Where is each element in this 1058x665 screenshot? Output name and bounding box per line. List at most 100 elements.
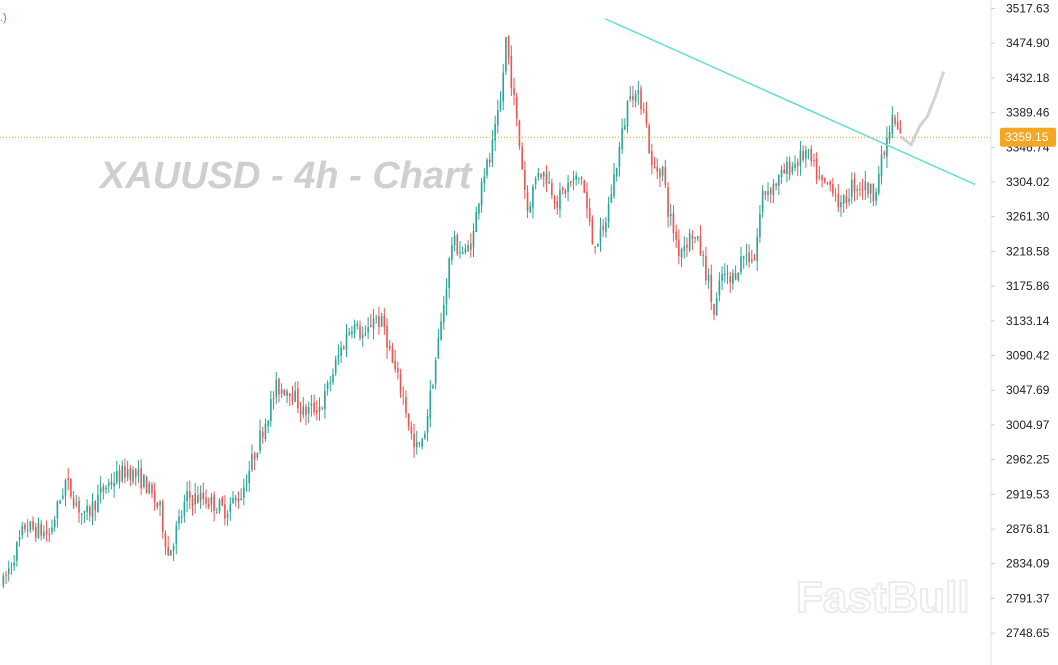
candle-up <box>13 562 15 566</box>
candle-up <box>415 441 418 448</box>
candle-up <box>172 545 175 551</box>
candle-down <box>656 167 659 172</box>
candle-down <box>829 181 831 185</box>
candle-up <box>669 214 672 217</box>
price-axis-label: 2791.37 <box>1006 591 1050 605</box>
candle-up <box>240 498 242 501</box>
candle-up <box>194 493 197 505</box>
candle-down <box>580 177 583 180</box>
candle-up <box>375 317 378 319</box>
candle-up <box>143 474 145 488</box>
candle-up <box>613 174 615 197</box>
candle-up <box>280 389 283 394</box>
candle-up <box>434 360 437 384</box>
candle-down <box>686 245 688 248</box>
candle-down <box>386 326 388 348</box>
candle-down <box>378 316 380 327</box>
candle-up <box>10 566 13 568</box>
candle-down <box>89 506 91 516</box>
chart-watermark: XAUUSD - 4h - Chart <box>98 155 473 197</box>
candle-down <box>883 152 886 155</box>
candle-down <box>710 274 713 302</box>
candle-up <box>761 190 764 212</box>
candle-up <box>226 514 229 518</box>
candle-down <box>78 500 80 513</box>
candle-down <box>586 191 588 209</box>
candle-down <box>145 476 148 494</box>
candle-up <box>721 273 723 281</box>
candle-down <box>810 148 813 162</box>
candle-down <box>24 524 26 530</box>
candle-up <box>886 137 888 157</box>
candle-up <box>683 246 686 251</box>
candle-up <box>615 168 618 177</box>
candle-up <box>461 252 464 255</box>
candle-down <box>205 497 207 504</box>
candle-down <box>672 212 675 233</box>
candle-up <box>548 181 550 184</box>
candle-down <box>583 180 586 193</box>
candle-up <box>629 96 632 100</box>
candle-up <box>453 235 456 246</box>
candle-up <box>21 526 24 536</box>
candle-down <box>796 161 799 167</box>
candle-up <box>437 337 440 359</box>
candle-up <box>607 203 610 223</box>
candle-down <box>664 167 667 185</box>
candle-up <box>116 471 118 483</box>
candle-up <box>175 525 178 545</box>
candle-up <box>718 280 721 296</box>
candle-down <box>313 402 315 412</box>
candle-down <box>553 196 556 204</box>
candle-down <box>456 235 459 255</box>
candle-up <box>805 150 807 159</box>
candle-down <box>72 498 75 507</box>
candle-down <box>540 173 542 178</box>
candle-up <box>723 274 726 276</box>
candle-up <box>567 182 569 192</box>
candle-down <box>48 533 51 535</box>
candle-down <box>299 410 302 414</box>
candle-down <box>526 191 529 211</box>
candle-up <box>345 333 348 350</box>
candle-up <box>334 359 337 374</box>
candle-up <box>688 233 691 251</box>
current-price-tag: 3359.15 <box>1000 127 1056 147</box>
candle-up <box>702 255 704 257</box>
candle-down <box>488 159 491 163</box>
candle-down <box>515 97 518 119</box>
trendline[interactable] <box>604 18 976 186</box>
candle-up <box>380 316 383 327</box>
candle-down <box>899 128 902 134</box>
price-axis-label: 2748.65 <box>1006 626 1050 640</box>
candle-up <box>529 206 532 213</box>
price-axis-label: 3304.02 <box>1006 175 1050 189</box>
candle-down <box>521 146 523 170</box>
candle-up <box>180 515 183 518</box>
candle-down <box>645 111 648 124</box>
candle-down <box>734 272 737 280</box>
candle-down <box>834 194 837 196</box>
candle-up <box>432 385 434 389</box>
candle-up <box>502 72 505 102</box>
candle-up <box>742 256 745 259</box>
candle-up <box>51 527 53 533</box>
candle-down <box>207 504 210 507</box>
candle-down <box>813 160 815 162</box>
candle-up <box>448 258 450 289</box>
candle-up <box>56 501 59 519</box>
candle-up <box>786 161 788 175</box>
candle-up <box>791 166 794 173</box>
candle-up <box>534 178 537 185</box>
candle-up <box>494 124 496 141</box>
candle-up <box>232 497 234 503</box>
candle-down <box>305 406 307 416</box>
candle-down <box>94 501 97 511</box>
price-axis[interactable]: 3517.633474.903432.183389.463346.743304.… <box>991 2 1050 641</box>
candle-up <box>740 256 742 273</box>
candle-down <box>297 388 299 409</box>
candle-up <box>199 492 202 501</box>
candle-up <box>105 487 107 490</box>
candle-down <box>359 325 361 339</box>
